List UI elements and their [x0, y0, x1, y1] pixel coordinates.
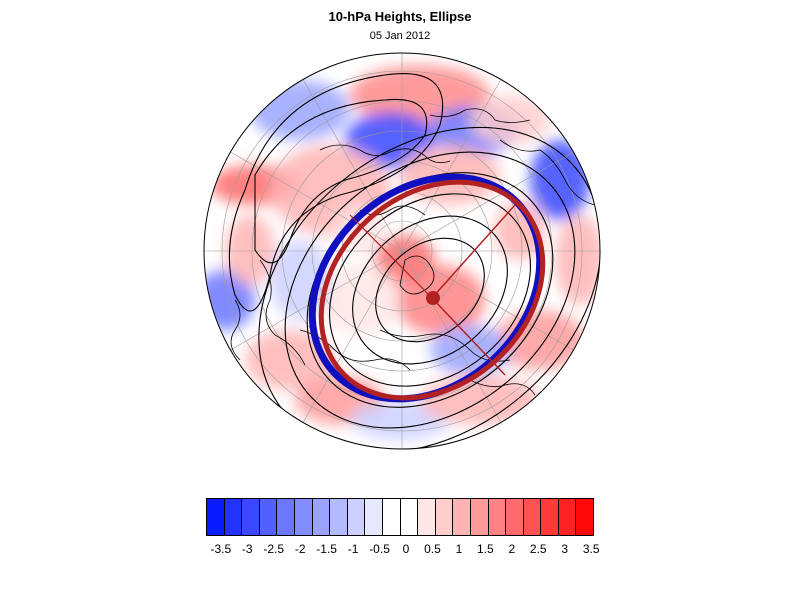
- globe-boundary: [203, 52, 601, 450]
- coastline: [359, 205, 426, 216]
- coastline: [399, 255, 435, 295]
- coastline: [230, 299, 241, 361]
- height-contour: [254, 98, 428, 264]
- colorbar-cell: [506, 499, 524, 535]
- colorbar-tick-label: -2: [294, 542, 306, 556]
- vortex-ellipse: [308, 173, 546, 403]
- colorbar-tick-label: 3: [561, 542, 569, 556]
- colorbar-cell: [347, 499, 366, 535]
- colorbar-cell: [576, 499, 594, 535]
- colorbar-cell: [453, 499, 471, 535]
- plot-date: 05 Jan 2012: [369, 30, 431, 42]
- major-axis-line: [431, 204, 516, 299]
- colorbar-cell: [207, 499, 225, 535]
- height-contour: [284, 151, 576, 429]
- colorbar-tick-label: -1: [347, 542, 359, 556]
- height-contour: [329, 193, 531, 387]
- colorbar-labels: -3.5 -3 -2.5 -2 -1.5 -1 -0.5 0 0.5 1 1.5 2 2.5 3 3.5: [0, 542, 800, 562]
- colorbar-cell: [541, 499, 559, 535]
- colorbar-tick-label: -2.5: [263, 542, 285, 556]
- colorbar-tick-label: 0: [402, 542, 410, 556]
- height-contour: [375, 237, 485, 343]
- colorbar-tick-label: -3.5: [210, 542, 232, 556]
- colorbar-tick-label: 2: [508, 542, 516, 556]
- colorbar-cell: [365, 499, 383, 535]
- colorbar-cell: [382, 499, 401, 535]
- anomaly-patch: [225, 215, 275, 285]
- colorbar-tick-label: 0.5: [424, 542, 441, 556]
- minor-axis-line: [431, 297, 506, 376]
- colorbar-tick-label: 2.5: [529, 542, 547, 556]
- colorbar-cell: [242, 499, 260, 535]
- anomaly-patch: [555, 215, 600, 305]
- height-contour: [228, 73, 444, 312]
- coastline: [429, 108, 531, 123]
- coastlines: [230, 108, 596, 396]
- colorbar-tick-label: 1.5: [477, 542, 494, 556]
- colorbar-cell: [558, 499, 577, 535]
- colorbar-tick-label: -3: [241, 542, 253, 556]
- anomaly-patch: [470, 95, 550, 145]
- ellipse-center-marker: [426, 291, 440, 305]
- colorbar: [206, 498, 594, 536]
- anomaly-patch: [395, 265, 485, 335]
- colorbar-cell: [294, 499, 313, 535]
- colorbar-cell: [224, 499, 243, 535]
- colorbar-tick-label: -1.5: [316, 542, 337, 556]
- anomaly-patch: [420, 375, 540, 425]
- coastline: [319, 144, 451, 164]
- colorbar-cell: [330, 499, 348, 535]
- colorbar-cell: [435, 499, 454, 535]
- anomaly-patch: [250, 80, 350, 140]
- longitude-line: [230, 151, 574, 351]
- red-ellipse: [318, 179, 546, 401]
- colorbar-cell: [470, 499, 489, 535]
- colorbar-cell: [312, 499, 331, 535]
- colorbar-tick-label: 1: [455, 542, 463, 556]
- coastline: [299, 329, 411, 371]
- colorbar-cell: [259, 499, 278, 535]
- anomaly-patch: [350, 400, 450, 440]
- coastline: [469, 379, 536, 396]
- colorbar-tick-label: -0.5: [369, 542, 390, 556]
- colorbar-cell: [488, 499, 507, 535]
- colorbar-tick-label: 3.5: [582, 542, 600, 556]
- anomaly-patch: [530, 140, 590, 220]
- colorbar-cell: [277, 499, 295, 535]
- colorbar-cell: [523, 499, 542, 535]
- colorbar-cell: [418, 499, 436, 535]
- coastline: [499, 139, 596, 206]
- plot-title: 10-hPa Heights, Ellipse: [328, 9, 472, 24]
- axis-line: [349, 214, 433, 299]
- colorbar-cell: [400, 499, 419, 535]
